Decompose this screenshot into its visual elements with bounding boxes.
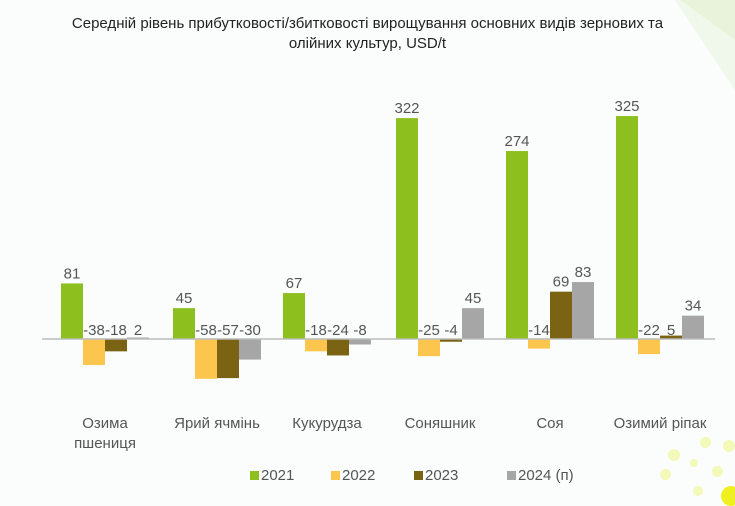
category-label: Озима [82,415,128,432]
legend-swatch [414,471,423,480]
category-label: Ярий ячмінь [174,415,260,432]
legend-label: 2021 [261,467,294,484]
category-label: Озимий ріпак [614,415,707,432]
bar-2021-3 [396,118,418,339]
legend-swatch [250,471,259,480]
decor-dot [712,466,723,477]
bar-2024-4 [572,282,594,339]
bar-2024-1 [239,339,261,360]
bar-2021-1 [173,308,195,339]
data-label: 322 [394,100,419,117]
data-label: -18 [105,322,127,339]
bar-2023-5 [660,335,682,339]
bar-2022-4 [528,339,550,349]
data-label: -14 [528,322,550,339]
legend-label: 2023 [425,467,458,484]
data-label: -25 [418,322,440,339]
data-label: -18 [305,322,327,339]
decor-dot [693,486,703,496]
bar-2023-1 [217,339,239,379]
legend-swatch [507,471,516,480]
data-label: -57 [217,322,239,339]
category-label: пшениця [74,435,136,452]
data-label: -22 [638,322,660,339]
bar-2023-0 [105,339,127,352]
category-label: Кукурудза [292,415,362,432]
bar-2024-5 [682,315,704,339]
data-label: -30 [239,322,261,339]
category-label: Соняшник [405,415,476,432]
data-label: 81 [64,265,81,282]
chart-title-line-2: олійних культур, USD/t [288,35,447,52]
legend-swatch [331,471,340,480]
bar-2022-5 [638,339,660,355]
data-label: -38 [83,322,105,339]
bar-2022-1 [195,339,217,379]
legend-label: 2022 [342,467,375,484]
legend-label: 2024 (п) [518,467,574,484]
data-label: -8 [353,322,366,339]
bar-2021-5 [616,116,638,339]
bar-2022-3 [418,339,440,357]
bar-2023-2 [327,339,349,356]
chart-title-line-1: Середній рівень прибутковості/збитковост… [71,15,664,32]
data-label: 2 [134,322,142,339]
data-label: 45 [176,290,193,307]
decor-dot [660,469,671,480]
bar-2021-4 [506,151,528,339]
decor-dot [668,449,680,461]
chart-title: Середній рівень прибутковості/збитковост… [0,14,735,54]
data-label: 69 [553,274,570,291]
data-label: -58 [195,322,217,339]
bar-2021-2 [283,293,305,339]
data-label: 5 [667,322,675,339]
data-label: 45 [465,290,482,307]
data-label: -24 [327,322,349,339]
data-label: 274 [504,133,529,150]
data-label: -4 [444,322,457,339]
data-label: 83 [575,264,592,281]
bar-2024-2 [349,339,371,345]
data-label: 67 [286,275,303,292]
bar-2023-3 [440,339,462,342]
bar-2022-0 [83,339,105,366]
decor-dot-yellow [721,486,735,506]
decor-dot [700,437,711,448]
data-label: 34 [685,298,702,315]
data-label: 325 [614,98,639,115]
bar-2023-4 [550,291,572,339]
corner-decoration-inner [680,0,735,40]
bar-2022-2 [305,339,327,352]
category-label: Соя [536,415,563,432]
bar-2024-3 [462,308,484,339]
decor-dot [723,440,735,452]
decor-dot [690,459,698,467]
bar-2021-0 [61,283,83,339]
